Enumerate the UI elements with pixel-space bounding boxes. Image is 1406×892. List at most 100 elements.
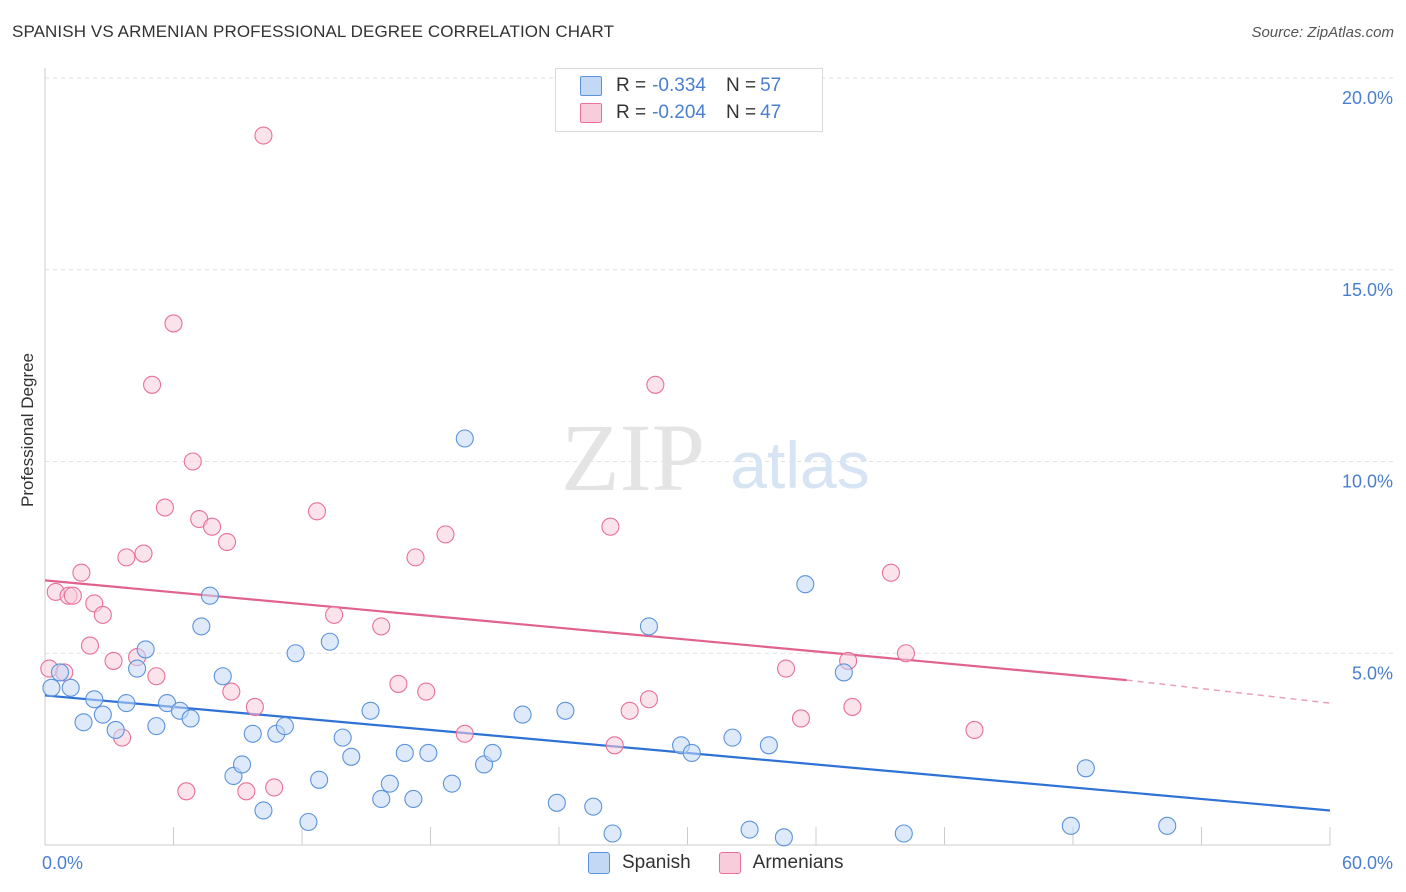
spanish-point (774, 828, 793, 847)
grid-lines (45, 77, 1393, 654)
legend-item-spanish[interactable]: Spanish (588, 852, 691, 874)
x-tick-label: 0.0% (42, 853, 83, 873)
legend-label-armenians: Armenians (752, 852, 844, 873)
spanish-point (759, 736, 778, 755)
axes (44, 68, 1331, 846)
armenian-point (222, 682, 241, 701)
spanish-point (547, 793, 566, 812)
spanish-point (232, 755, 252, 774)
spanish-point (723, 728, 742, 747)
spanish-point (513, 705, 532, 724)
armenian-point (254, 126, 273, 145)
armenian-point (237, 782, 256, 801)
spanish-point (275, 717, 294, 736)
spanish-point (93, 705, 112, 724)
spanish-point (310, 770, 329, 789)
armenian-point (147, 667, 166, 686)
armenian-point (217, 532, 237, 552)
armenian-point (372, 617, 391, 636)
spanish-legend-swatch (588, 852, 610, 874)
watermark-atlas: atlas (730, 428, 869, 502)
legend-n-value: 47 (760, 102, 782, 123)
x-tick-label: 60.0% (1342, 853, 1393, 873)
y-tick-label: 15.0% (1342, 280, 1393, 300)
spanish-point (361, 701, 380, 720)
legend-row-armenians: R = -0.204 N = 47 (580, 102, 781, 124)
armenian-point (203, 517, 222, 536)
spanish-point (1061, 816, 1080, 835)
armenian-point (896, 644, 916, 663)
armenian-trend-extension (1126, 679, 1331, 704)
spanish-point (320, 632, 339, 651)
armenian-point (791, 709, 811, 728)
spanish-point (117, 694, 136, 713)
spanish-point (136, 640, 155, 659)
spanish-point (894, 824, 913, 843)
armenian-point (881, 563, 901, 582)
armenian-point (80, 636, 100, 655)
armenian-point (436, 525, 455, 544)
armenian-trend-line (44, 579, 1127, 682)
spanish-point (372, 789, 391, 809)
spanish-point (128, 659, 147, 678)
spanish-point (299, 812, 318, 832)
spanish-point (834, 663, 853, 682)
spanish-point (419, 743, 438, 763)
spanish-point (254, 801, 273, 820)
armenian-point (93, 605, 112, 624)
spanish-point (682, 743, 701, 763)
armenian-point (183, 452, 202, 471)
spanish-point (483, 743, 502, 763)
watermark-zip: ZIP (561, 404, 705, 511)
spanish-point (639, 617, 659, 636)
spanish-point (181, 709, 200, 728)
spanish-swatch (580, 76, 602, 96)
series-legend: Spanish Armenians (588, 852, 872, 874)
armenian-point (325, 605, 344, 624)
spanish-point (106, 720, 125, 740)
spanish-point (442, 774, 461, 793)
spanish-point (61, 678, 80, 697)
armenian-point (155, 498, 174, 517)
y-tick-label: 10.0% (1342, 472, 1393, 492)
armenian-point (620, 701, 639, 720)
spanish-point (74, 713, 93, 732)
spanish-point (243, 724, 262, 743)
spanish-point (333, 728, 352, 747)
armenian-point (455, 724, 474, 743)
legend-n-label: N = (725, 102, 757, 123)
armenian-point (134, 544, 153, 563)
legend-r-label: R = (616, 75, 647, 96)
spanish-point (85, 690, 104, 709)
spanish-point (50, 663, 70, 682)
data-points (40, 126, 1177, 847)
armenian-point (117, 548, 136, 567)
spanish-point (1076, 759, 1095, 778)
spanish-point (342, 747, 361, 766)
legend-n-value: 57 (760, 75, 782, 96)
y-axis-label: Professional Degree (18, 352, 37, 508)
armenian-point (605, 736, 624, 755)
armenian-point (104, 651, 123, 670)
legend-label-spanish: Spanish (622, 852, 691, 873)
armenian-legend-swatch (718, 852, 741, 874)
legend-n-label: N = (725, 75, 757, 96)
spanish-point (455, 429, 474, 448)
tick-labels: 5.0% 10.0% 15.0% 20.0% 0.0% 60.0% (42, 88, 1393, 873)
armenian-point (72, 563, 91, 582)
armenian-point (965, 720, 984, 740)
spanish-point (404, 789, 423, 809)
spanish-point (796, 575, 815, 594)
spanish-point (42, 678, 61, 697)
y-tick-label: 20.0% (1342, 88, 1393, 108)
spanish-point (200, 586, 219, 605)
spanish-point (213, 667, 232, 686)
legend-item-armenians[interactable]: Armenians (718, 852, 844, 874)
legend-r-label: R = (616, 102, 647, 123)
armenian-point (417, 682, 436, 701)
armenian-point (406, 548, 425, 567)
spanish-point (147, 717, 166, 736)
spanish-point (603, 824, 622, 843)
stats-legend: R = -0.334 N = 57 R = -0.204 N = 47 (555, 68, 823, 132)
